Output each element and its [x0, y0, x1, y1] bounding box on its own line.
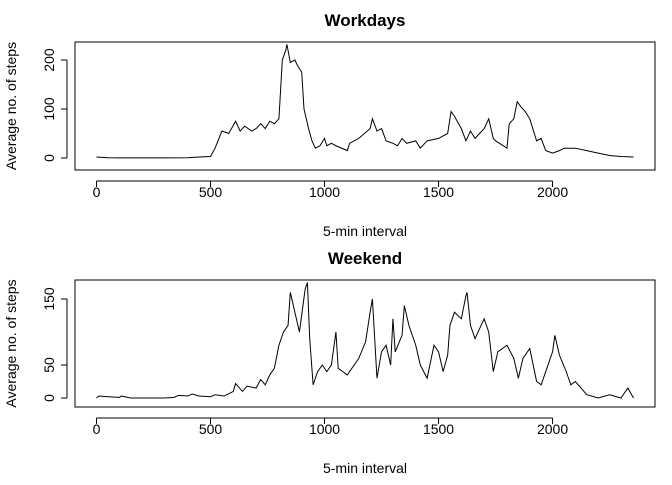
y-tick-label: 50	[41, 357, 57, 373]
chart-title: Workdays	[325, 11, 406, 30]
y-tick-label: 0	[41, 394, 57, 402]
x-tick-label: 500	[199, 184, 223, 200]
x-tick-label: 1500	[423, 184, 454, 200]
y-axis-label: Average no. of steps	[3, 42, 19, 170]
chart-title: Weekend	[328, 249, 402, 268]
x-axis-label: 5-min interval	[323, 223, 407, 239]
data-line	[96, 282, 634, 399]
y-tick-label: 0	[41, 154, 57, 162]
x-tick-label: 0	[93, 421, 101, 437]
x-tick-label: 2000	[537, 421, 568, 437]
x-tick-label: 1500	[423, 421, 454, 437]
x-tick-label: 0	[93, 184, 101, 200]
x-axis-label: 5-min interval	[323, 460, 407, 476]
x-tick-label: 1000	[309, 184, 340, 200]
y-axis-label: Average no. of steps	[3, 279, 19, 407]
plot-box	[74, 279, 656, 408]
x-tick-label: 500	[199, 421, 223, 437]
y-tick-label: 150	[41, 287, 57, 311]
y-tick-label: 100	[41, 97, 57, 121]
x-tick-label: 1000	[309, 421, 340, 437]
data-line	[96, 44, 634, 159]
plot-box	[74, 41, 656, 171]
y-tick-label: 200	[41, 48, 57, 72]
x-tick-label: 2000	[537, 184, 568, 200]
